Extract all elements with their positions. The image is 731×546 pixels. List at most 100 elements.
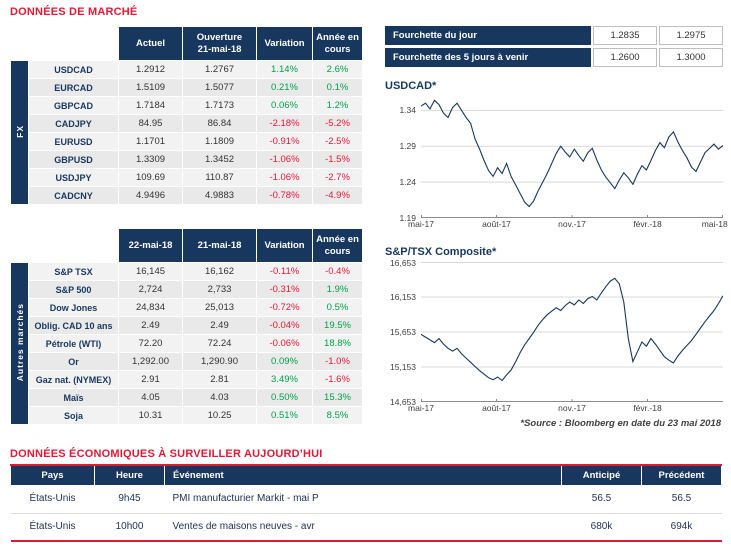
value-current: 2.49 [118, 316, 183, 335]
x-tick-label: févr.-18 [633, 219, 662, 229]
econ-pays: États-Unis [10, 513, 95, 541]
econ-pays: États-Unis [10, 485, 95, 514]
table-row: GBPCAD 1.7184 1.7173 0.06% 1.2% [11, 96, 363, 115]
table-row: Gaz nat. (NYMEX) 2.91 2.81 3.49% -1.6% [11, 370, 363, 389]
col-header-21mai: 21-mai-18 [182, 228, 257, 263]
variation-cell: -2.18% [256, 114, 313, 133]
ytd-cell: 0.1% [312, 78, 363, 97]
row-label: USDJPY [28, 168, 119, 187]
value-current: 1,292.00 [118, 352, 183, 371]
table-row: Autres marchés S&P TSX 16,145 16,162 -0.11% -… [10, 262, 363, 425]
ytd-cell: 1.9% [312, 280, 363, 299]
fx-side-strip: FX [10, 60, 29, 205]
value-previous: 1,290.90 [182, 352, 257, 371]
ytd-cell: 18.8% [312, 334, 363, 353]
row-label: GBPCAD [28, 96, 119, 115]
table-row: Soja 10.31 10.25 0.51% 8.5% [11, 406, 363, 425]
range-day: Fourchette du jour 1.2835 1.2975 [385, 26, 723, 45]
row-label: Dow Jones [28, 298, 119, 317]
line-chart-svg [420, 262, 724, 402]
value-previous: 2.49 [182, 316, 257, 335]
table-row: Oblig. CAD 10 ans 2.49 2.49 -0.04% 19.5% [11, 316, 363, 335]
range-day-low: 1.2835 [593, 26, 657, 45]
x-tick-label: nov.-17 [558, 403, 586, 413]
econ-anticipe: 56.5 [561, 485, 642, 514]
x-tick-label: mai-18 [701, 219, 728, 229]
col-header-ytd: Année en cours [312, 228, 363, 263]
ytd-cell: 0.5% [312, 298, 363, 317]
table-row: Pétrole (WTI) 72.20 72.24 -0.06% 18.8% [11, 334, 363, 353]
variation-cell: -0.11% [256, 262, 313, 281]
x-tick-label: mai-17 [408, 219, 434, 229]
value-previous: 4.9883 [182, 186, 257, 205]
y-tick-label: 15,653 [390, 327, 416, 337]
usdcad-x-axis: mai-17 août-17 nov.-17 févr.-18 mai-18 [408, 218, 728, 231]
x-tick-label: mai-17 [408, 403, 434, 413]
markets-header-row: 22-mai-18 21-mai-18 Variation Année en c… [11, 228, 363, 263]
y-tick-label: 1.24 [399, 177, 416, 188]
col-header-anticipe: Anticipé [561, 465, 642, 485]
row-label: S&P TSX [28, 262, 119, 281]
row-label: EURCAD [28, 78, 119, 97]
side-label: Autres marchés [14, 302, 25, 382]
value-previous: 2,733 [182, 280, 257, 299]
table-row: Dow Jones 24,834 25,013 -0.72% 0.5% [11, 298, 363, 317]
range-day-label: Fourchette du jour [385, 26, 591, 45]
y-tick-label: 14,653 [390, 396, 416, 407]
corner-cell [11, 27, 119, 61]
table-row: GBPUSD 1.3309 1.3452 -1.06% -1.5% [11, 150, 363, 169]
markets-side-strip: Autres marchés [10, 262, 29, 425]
econ-header-row: Pays Heure Événement Anticipé Précédent [10, 465, 722, 485]
fx-header-row: Actuel Ouverture 21-mai-18 Variation Ann… [11, 26, 363, 61]
variation-cell: -0.31% [256, 280, 313, 299]
y-tick-label: 15,153 [390, 362, 416, 372]
value-current: 24,834 [118, 298, 183, 317]
variation-cell: -1.06% [256, 168, 313, 187]
value-previous: 25,013 [182, 298, 257, 317]
table-row: S&P 500 2,724 2,733 -0.31% 1.9% [11, 280, 363, 299]
variation-cell: 3.49% [256, 370, 313, 389]
side-label: FX [14, 124, 25, 138]
econ-anticipe: 680k [561, 513, 642, 541]
value-previous: 86.84 [182, 114, 257, 133]
table-row: EURUSD 1.1701 1.1809 -0.91% -2.5% [11, 132, 363, 151]
value-current: 1.2912 [118, 60, 183, 79]
table-row: FX USDCAD 1.2912 1.2767 1.14% 2.6% [10, 60, 363, 205]
y-tick-label: 1.29 [399, 141, 416, 152]
range-day-high: 1.2975 [659, 26, 723, 45]
ytd-cell: 8.5% [312, 406, 363, 425]
table-row: Maïs 4.05 4.03 0.50% 15.3% [11, 388, 363, 407]
row-label: EURUSD [28, 132, 119, 151]
econ-title: DONNÉES ÉCONOMIQUES À SURVEILLER AUJOURD… [10, 448, 323, 460]
ytd-cell: -4.9% [312, 186, 363, 205]
y-tick-label: 1.34 [399, 105, 416, 116]
table-row: CADJPY 84.95 86.84 -2.18% -5.2% [11, 114, 363, 133]
econ-heure: 10h00 [94, 513, 165, 541]
ytd-cell: -0.4% [312, 262, 363, 281]
econ-heure: 9h45 [94, 485, 165, 514]
variation-cell: 0.51% [256, 406, 313, 425]
ytd-cell: 1.2% [312, 96, 363, 115]
value-previous: 4.03 [182, 388, 257, 407]
row-label: Pétrole (WTI) [28, 334, 119, 353]
value-previous: 72.24 [182, 334, 257, 353]
variation-cell: -0.72% [256, 298, 313, 317]
variation-cell: -0.91% [256, 132, 313, 151]
value-current: 2,724 [118, 280, 183, 299]
value-current: 2.91 [118, 370, 183, 389]
corner-cell [11, 229, 119, 263]
row-label: CADJPY [28, 114, 119, 133]
market-data-title: DONNÉES DE MARCHÉ [10, 6, 138, 18]
value-previous: 1.7173 [182, 96, 257, 115]
table-row: CADCNY 4.9496 4.9883 -0.78% -4.9% [11, 186, 363, 205]
value-previous: 1.1809 [182, 132, 257, 151]
econ-table: Pays Heure Événement Anticipé Précédent … [10, 464, 722, 542]
range-5day: Fourchette des 5 jours à venir 1.2600 1.… [385, 48, 723, 67]
table-row: Or 1,292.00 1,290.90 0.09% -1.0% [11, 352, 363, 371]
econ-evenement: PMI manufacturier Markit - mai P [164, 485, 562, 514]
value-previous: 1.3452 [182, 150, 257, 169]
value-current: 1.3309 [118, 150, 183, 169]
variation-cell: 0.09% [256, 352, 313, 371]
x-tick-label: févr.-18 [633, 403, 662, 413]
tsx-line-plot [420, 262, 724, 402]
